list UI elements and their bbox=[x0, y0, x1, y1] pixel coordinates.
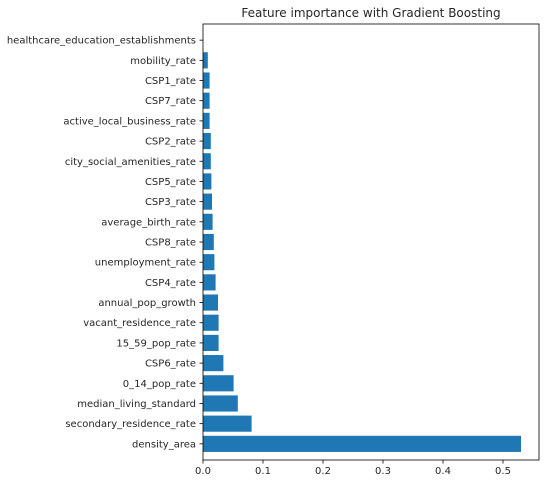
bar-CSP2_rate bbox=[203, 133, 211, 150]
y-tick-label: density_area bbox=[132, 439, 196, 450]
bar-CSP5_rate bbox=[203, 173, 212, 190]
bar-density_area bbox=[203, 435, 521, 452]
y-tick-label: CSP1_rate bbox=[145, 76, 196, 87]
y-tick-label: 15_59_pop_rate bbox=[116, 338, 196, 349]
bar-median_living_standard bbox=[203, 395, 238, 412]
y-tick-label: vacant_residence_rate bbox=[83, 318, 196, 329]
x-tick-label: 0.5 bbox=[495, 466, 511, 477]
bar-CSP4_rate bbox=[203, 274, 216, 291]
axes-frame bbox=[202, 23, 540, 461]
bar-0_14_pop_rate bbox=[203, 375, 234, 392]
x-tick-label: 0.2 bbox=[315, 466, 331, 477]
y-tick-label: CSP4_rate bbox=[145, 278, 196, 289]
bar-unemployment_rate bbox=[203, 254, 215, 271]
x-tick-label: 0.1 bbox=[255, 466, 271, 477]
bar-city_social_amenities_rate bbox=[203, 153, 211, 170]
x-tick-label: 0.4 bbox=[435, 466, 451, 477]
bar-CSP3_rate bbox=[203, 193, 212, 210]
y-tick-labels: density_area secondary_residence_rate medi… bbox=[7, 36, 203, 450]
y-tick-label: CSP7_rate bbox=[145, 96, 196, 107]
chart-title: Feature importance with Gradient Boostin… bbox=[241, 6, 500, 20]
bar-CSP8_rate bbox=[203, 233, 214, 251]
x-tick-label: 0.3 bbox=[375, 466, 391, 477]
bar-active_local_business_rate bbox=[203, 112, 210, 129]
y-tick-label: city_social_amenities_rate bbox=[65, 157, 196, 168]
x-tick-label: 0.0 bbox=[195, 466, 211, 477]
y-tick-label: mobility_rate bbox=[130, 56, 196, 67]
x-ticks: 0.0 0.1 0.2 0.3 0.4 0.5 bbox=[195, 460, 511, 477]
y-tick-label: CSP6_rate bbox=[145, 359, 196, 370]
y-tick-label: secondary_residence_rate bbox=[65, 419, 196, 430]
y-tick-label: unemployment_rate bbox=[95, 258, 196, 269]
bars-group bbox=[203, 52, 521, 452]
y-tick-label: CSP5_rate bbox=[145, 177, 196, 188]
bar-CSP1_rate bbox=[203, 72, 210, 89]
bar-vacant_residence_rate bbox=[203, 314, 219, 331]
y-tick-label: CSP2_rate bbox=[145, 137, 196, 148]
bar-annual_pop_growth bbox=[203, 294, 218, 311]
y-tick-label: 0_14_pop_rate bbox=[123, 379, 196, 390]
y-tick-label: active_local_business_rate bbox=[63, 116, 196, 127]
y-tick-label: CSP3_rate bbox=[145, 197, 196, 208]
bar-CSP6_rate bbox=[203, 355, 224, 372]
bar-CSP7_rate bbox=[203, 92, 210, 109]
y-tick-label: annual_pop_growth bbox=[98, 298, 196, 309]
bar-mobility_rate bbox=[203, 52, 208, 69]
bar-15_59_pop_rate bbox=[203, 334, 219, 351]
bar-secondary_residence_rate bbox=[203, 415, 252, 432]
y-tick-label: average_birth_rate bbox=[101, 217, 196, 228]
y-tick-label: CSP8_rate bbox=[145, 238, 196, 249]
bar-average_birth_rate bbox=[203, 213, 213, 230]
y-tick-label: median_living_standard bbox=[77, 399, 196, 410]
plot-frame bbox=[202, 23, 540, 461]
y-tick-label: healthcare_education_establishments bbox=[7, 36, 196, 47]
